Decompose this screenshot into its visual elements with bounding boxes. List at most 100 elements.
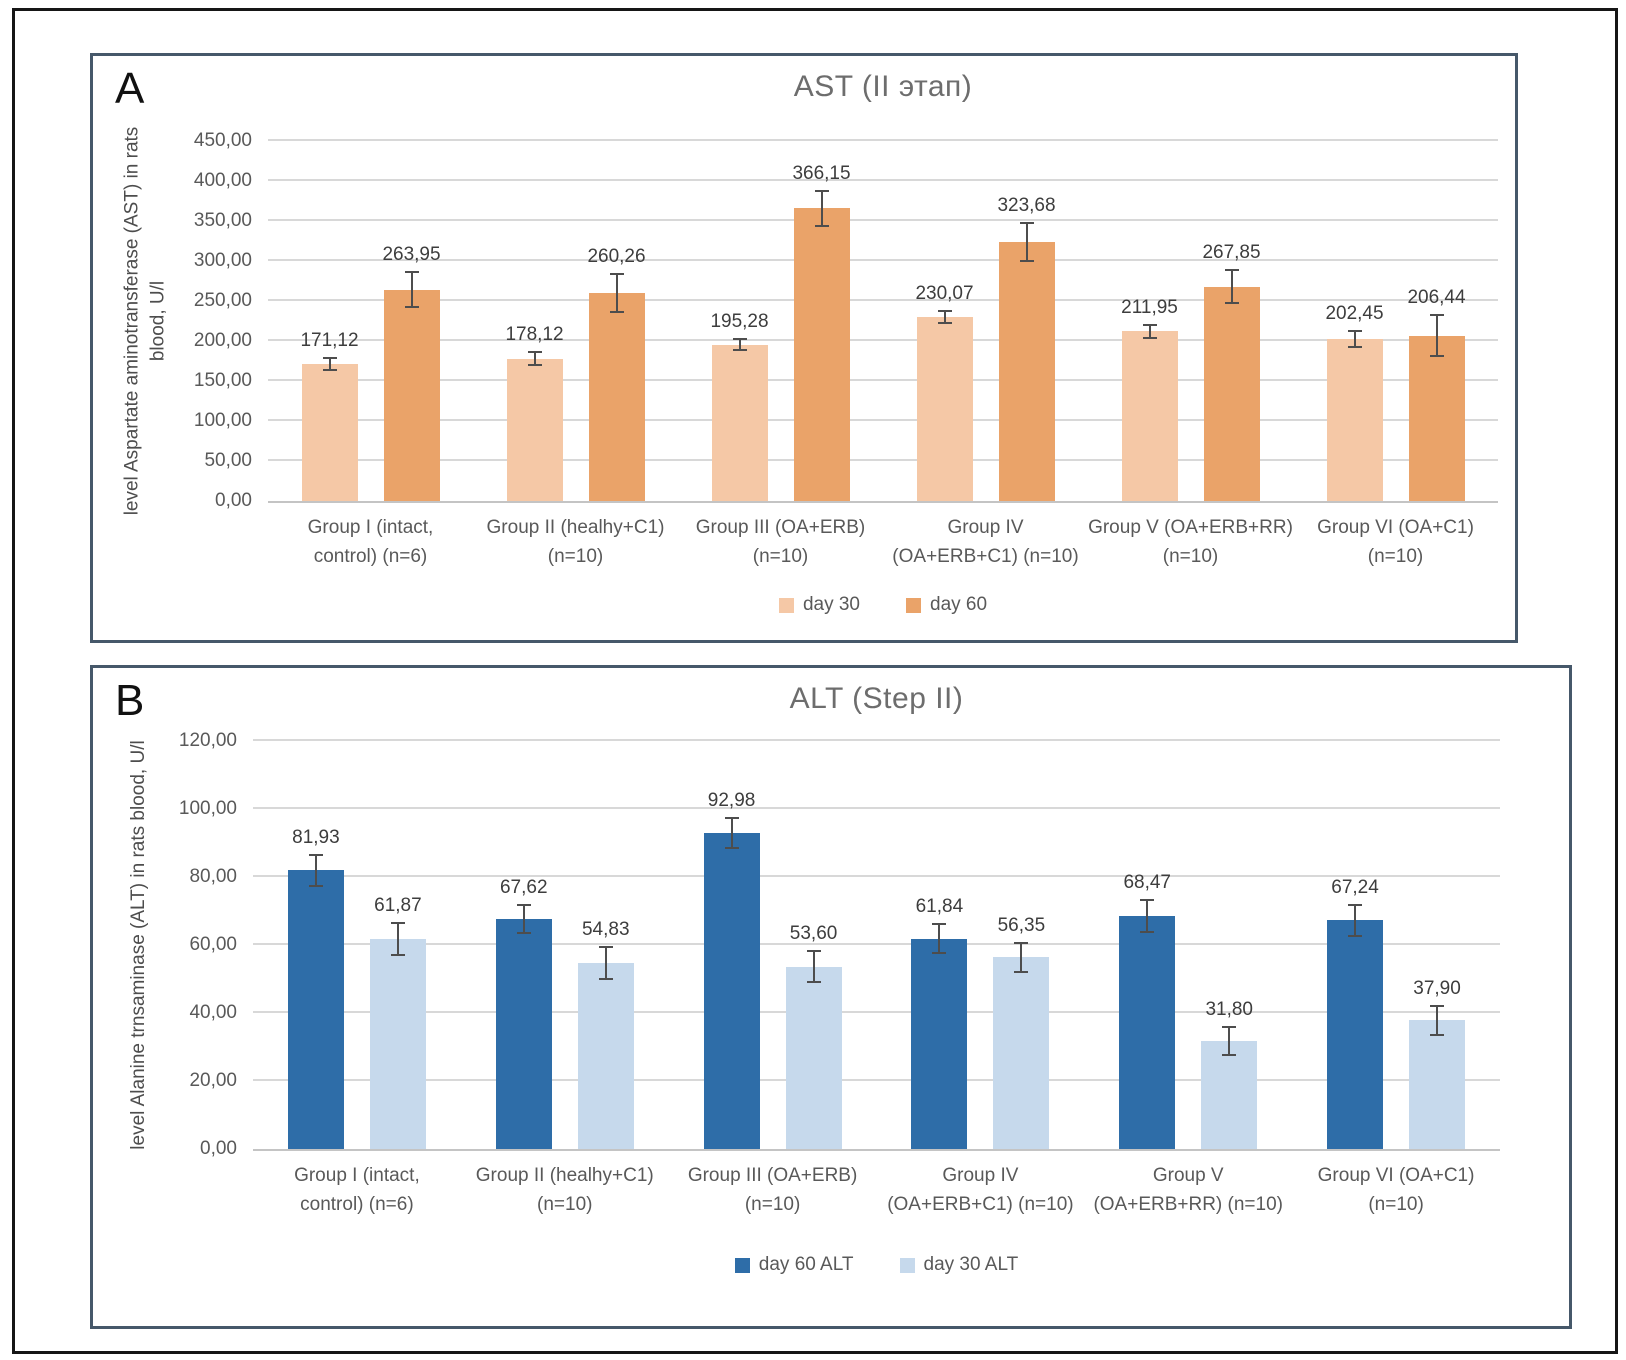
category-label: Group V (OA+ERB+RR) (n=10) — [1088, 517, 1293, 568]
gridline — [268, 219, 1498, 221]
plot-area-ast: 171,12 263,95 178,12 260,26 195,28 366,15 230,… — [268, 139, 1498, 503]
data-label: 211,95 — [1121, 297, 1178, 319]
category-label: Group VI (OA+C1) (n=10) — [1317, 517, 1474, 568]
category-label: Group IV (OA+ERB+C1) (n=10) — [887, 1165, 1074, 1216]
legend-swatch — [734, 1257, 750, 1273]
y-tick-label: 450,00 — [193, 130, 252, 151]
bar-day-60-alt: 92,98 — [703, 790, 760, 1149]
y-tick-label: 200,00 — [193, 330, 252, 351]
bar-group: 67,62 54,83 — [461, 741, 669, 1149]
error-bar — [598, 945, 613, 980]
y-tick-label: 300,00 — [193, 250, 252, 271]
data-label: 92,98 — [707, 789, 756, 811]
gridline — [268, 299, 1498, 301]
error-bar-cap-bottom — [1348, 934, 1363, 937]
error-bar — [527, 351, 542, 366]
category-label: Group I (intact, control) (n=6) — [307, 517, 434, 568]
error-bar — [1348, 904, 1363, 937]
error-bar-cap-bottom — [308, 884, 323, 887]
gridline — [253, 943, 1500, 945]
data-label: 267,85 — [1202, 242, 1261, 264]
bar-group: 230,07 323,68 — [883, 141, 1088, 501]
legend-label: day 60 ALT — [758, 1254, 854, 1275]
data-label: 195,28 — [710, 311, 769, 333]
data-label: 178,12 — [505, 324, 564, 346]
bar-day-30: 171,12 — [300, 330, 359, 501]
error-bar-cap-bottom — [1429, 355, 1444, 358]
error-bar-cap-top — [1014, 941, 1029, 944]
bar-day-30-alt: 37,90 — [1409, 978, 1466, 1149]
error-bar-cap-bottom — [814, 224, 829, 227]
error-bar-cap-bottom — [932, 952, 947, 955]
error-bar-cap-top — [1224, 269, 1239, 272]
legend-label: day 30 ALT — [923, 1254, 1019, 1275]
data-label: 323,68 — [997, 195, 1056, 217]
y-tick-label: 150,00 — [193, 370, 252, 391]
error-bar-cap-top — [404, 271, 419, 274]
bar-day-60: 206,44 — [1407, 287, 1466, 501]
data-label: 230,07 — [915, 282, 974, 304]
legend-item: day 60 ALT — [734, 1254, 854, 1276]
legend-alt: day 60 ALT day 30 ALT — [253, 1254, 1500, 1276]
gridline — [268, 459, 1498, 461]
data-label: 206,44 — [1407, 287, 1466, 309]
error-bar — [806, 950, 821, 984]
bar-group: 61,84 56,35 — [876, 741, 1084, 1149]
error-bar-cap-top — [732, 338, 747, 341]
data-label: 366,15 — [792, 162, 851, 184]
error-bar-cap-top — [516, 903, 531, 906]
error-bar — [390, 921, 405, 956]
error-bar-cap-top — [806, 950, 821, 953]
bar-day-30: 178,12 — [505, 324, 564, 501]
gridline — [268, 379, 1498, 381]
bar-day-60: 323,68 — [997, 195, 1056, 501]
y-tick-label: 20,00 — [189, 1070, 237, 1091]
category-label: Group VI (OA+C1) (n=10) — [1317, 1165, 1475, 1216]
bar-group: 67,24 37,90 — [1292, 741, 1500, 1149]
gridline — [253, 807, 1500, 809]
error-bar — [404, 271, 419, 309]
error-bar-cap-bottom — [1224, 302, 1239, 305]
gridline — [268, 419, 1498, 421]
y-tick-label: 100,00 — [178, 798, 237, 819]
bar-group: 195,28 366,15 — [678, 141, 883, 501]
data-label: 56,35 — [997, 914, 1046, 936]
error-bar-cap-bottom — [937, 322, 952, 325]
y-tick-label: 0,00 — [200, 1138, 237, 1159]
error-bar-cap-bottom — [322, 369, 337, 372]
legend-item: day 30 — [778, 594, 860, 616]
x-axis-labels-alt: Group I (intact, control) (n=6) Group II … — [253, 1161, 1500, 1220]
figure-frame: A AST (II этап) level Aspartate aminotra… — [12, 8, 1618, 1354]
error-bar-cap-top — [1142, 324, 1157, 327]
legend-ast: day 30 day 60 — [268, 594, 1498, 616]
data-label: 54,83 — [581, 918, 630, 940]
error-bar-cap-top — [814, 189, 829, 192]
panel-letter-a: A — [115, 64, 145, 113]
data-label: 61,84 — [915, 896, 964, 918]
error-bar-cap-top — [527, 351, 542, 354]
y-tick-label: 400,00 — [193, 170, 252, 191]
panel-alt: B ALT (Step II) level Alanine trnsaminas… — [90, 665, 1572, 1329]
bar-day-60: 263,95 — [382, 244, 441, 501]
data-label: 202,45 — [1325, 303, 1384, 325]
error-bar — [308, 854, 323, 887]
y-tick-label: 100,00 — [193, 410, 252, 431]
gridline — [268, 259, 1498, 261]
data-label: 260,26 — [587, 245, 646, 267]
error-bar-cap-top — [609, 272, 624, 275]
y-tick-label: 120,00 — [178, 730, 237, 751]
y-tick-label: 50,00 — [204, 450, 252, 471]
y-axis-ticks-ast: 0,00 50,00 100,00 150,00 200,00 250,00 300,00 3… — [93, 130, 252, 511]
error-bar — [937, 309, 952, 325]
error-bar — [1347, 330, 1362, 348]
bar-day-30-alt: 54,83 — [577, 919, 634, 1149]
error-bar-cap-bottom — [1142, 336, 1157, 339]
error-bar-cap-bottom — [390, 953, 405, 956]
gridline — [253, 739, 1500, 741]
error-bar-cap-bottom — [609, 310, 624, 313]
bar-group: 171,12 263,95 — [268, 141, 473, 501]
y-tick-label: 250,00 — [193, 290, 252, 311]
bar-day-30-alt: 53,60 — [785, 923, 842, 1149]
gridline — [253, 875, 1500, 877]
gridline — [253, 1011, 1500, 1013]
